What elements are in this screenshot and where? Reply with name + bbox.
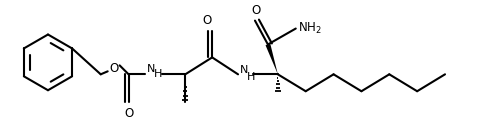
Text: O: O <box>124 107 133 120</box>
Text: NH$_2$: NH$_2$ <box>298 21 322 36</box>
Text: N: N <box>240 65 248 75</box>
Text: O: O <box>251 4 261 17</box>
Text: H: H <box>247 72 255 82</box>
Text: O: O <box>109 62 118 75</box>
Text: N: N <box>147 64 155 74</box>
Text: H: H <box>154 69 163 79</box>
Polygon shape <box>266 44 278 74</box>
Text: O: O <box>203 14 212 26</box>
